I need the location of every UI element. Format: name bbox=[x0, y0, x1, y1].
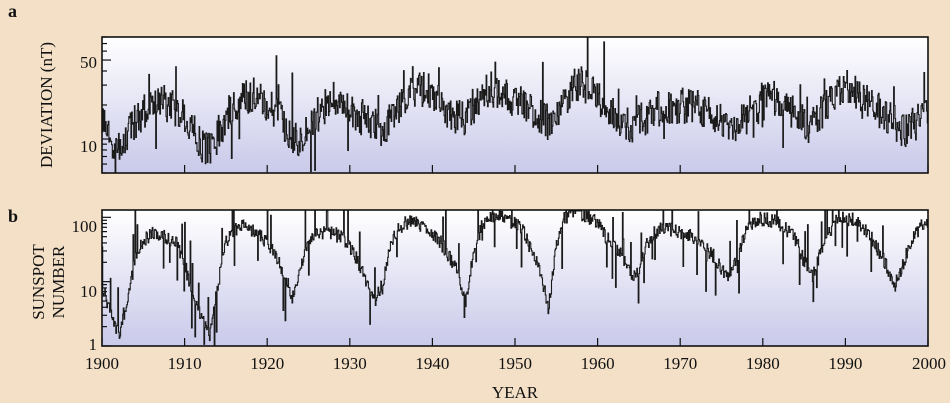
panel-b-ytick-label-100: 100 bbox=[72, 217, 98, 236]
panel-b-ylabel-line1: SUNSPOT bbox=[29, 244, 48, 320]
x-tick-label-2000: 2000 bbox=[912, 354, 946, 373]
x-tick-label-1990: 1990 bbox=[828, 354, 862, 373]
panel-label-a: a bbox=[8, 1, 17, 21]
x-axis-title: YEAR bbox=[492, 383, 539, 402]
x-tick-label-1930: 1930 bbox=[333, 354, 367, 373]
panel-b-series-line bbox=[102, 210, 929, 347]
panel-b-plot-area bbox=[102, 210, 928, 346]
panel-b-frame bbox=[101, 209, 929, 347]
panel-a-frame bbox=[101, 36, 929, 174]
x-tick-label-1980: 1980 bbox=[746, 354, 780, 373]
panel-a-ytick-label-50: 50 bbox=[80, 53, 97, 72]
x-tick-label-1960: 1960 bbox=[581, 354, 615, 373]
panel-a-plot-area bbox=[102, 37, 928, 173]
x-tick-labels: 1900 1910 1920 1930 1940 1950 1960 1970 1980 1990… bbox=[85, 354, 946, 373]
panel-b-ticks bbox=[101, 216, 929, 347]
x-tick-label-1940: 1940 bbox=[415, 354, 449, 373]
panel-b-ylabel-line2: NUMBER bbox=[49, 245, 68, 318]
panel-label-b: b bbox=[8, 206, 18, 226]
panel-a-ylabel: DEVIATION (nT) bbox=[37, 42, 56, 168]
x-tick-label-1910: 1910 bbox=[168, 354, 202, 373]
panel-b-ytick-label-1: 1 bbox=[89, 335, 98, 354]
x-tick-label-1920: 1920 bbox=[250, 354, 284, 373]
x-tick-label-1900: 1900 bbox=[85, 354, 119, 373]
panel-a-series-line bbox=[102, 37, 929, 174]
panel-a: 50 10 DEVIATION (nT) bbox=[37, 36, 929, 174]
panel-b: 100 10 1 SUNSPOT NUMBER 1900 1910 1920 1930… bbox=[29, 209, 946, 402]
panel-a-ytick-label-10: 10 bbox=[80, 137, 97, 156]
x-tick-label-1950: 1950 bbox=[498, 354, 532, 373]
x-tick-label-1970: 1970 bbox=[663, 354, 697, 373]
panel-b-ytick-label-10: 10 bbox=[80, 282, 97, 301]
